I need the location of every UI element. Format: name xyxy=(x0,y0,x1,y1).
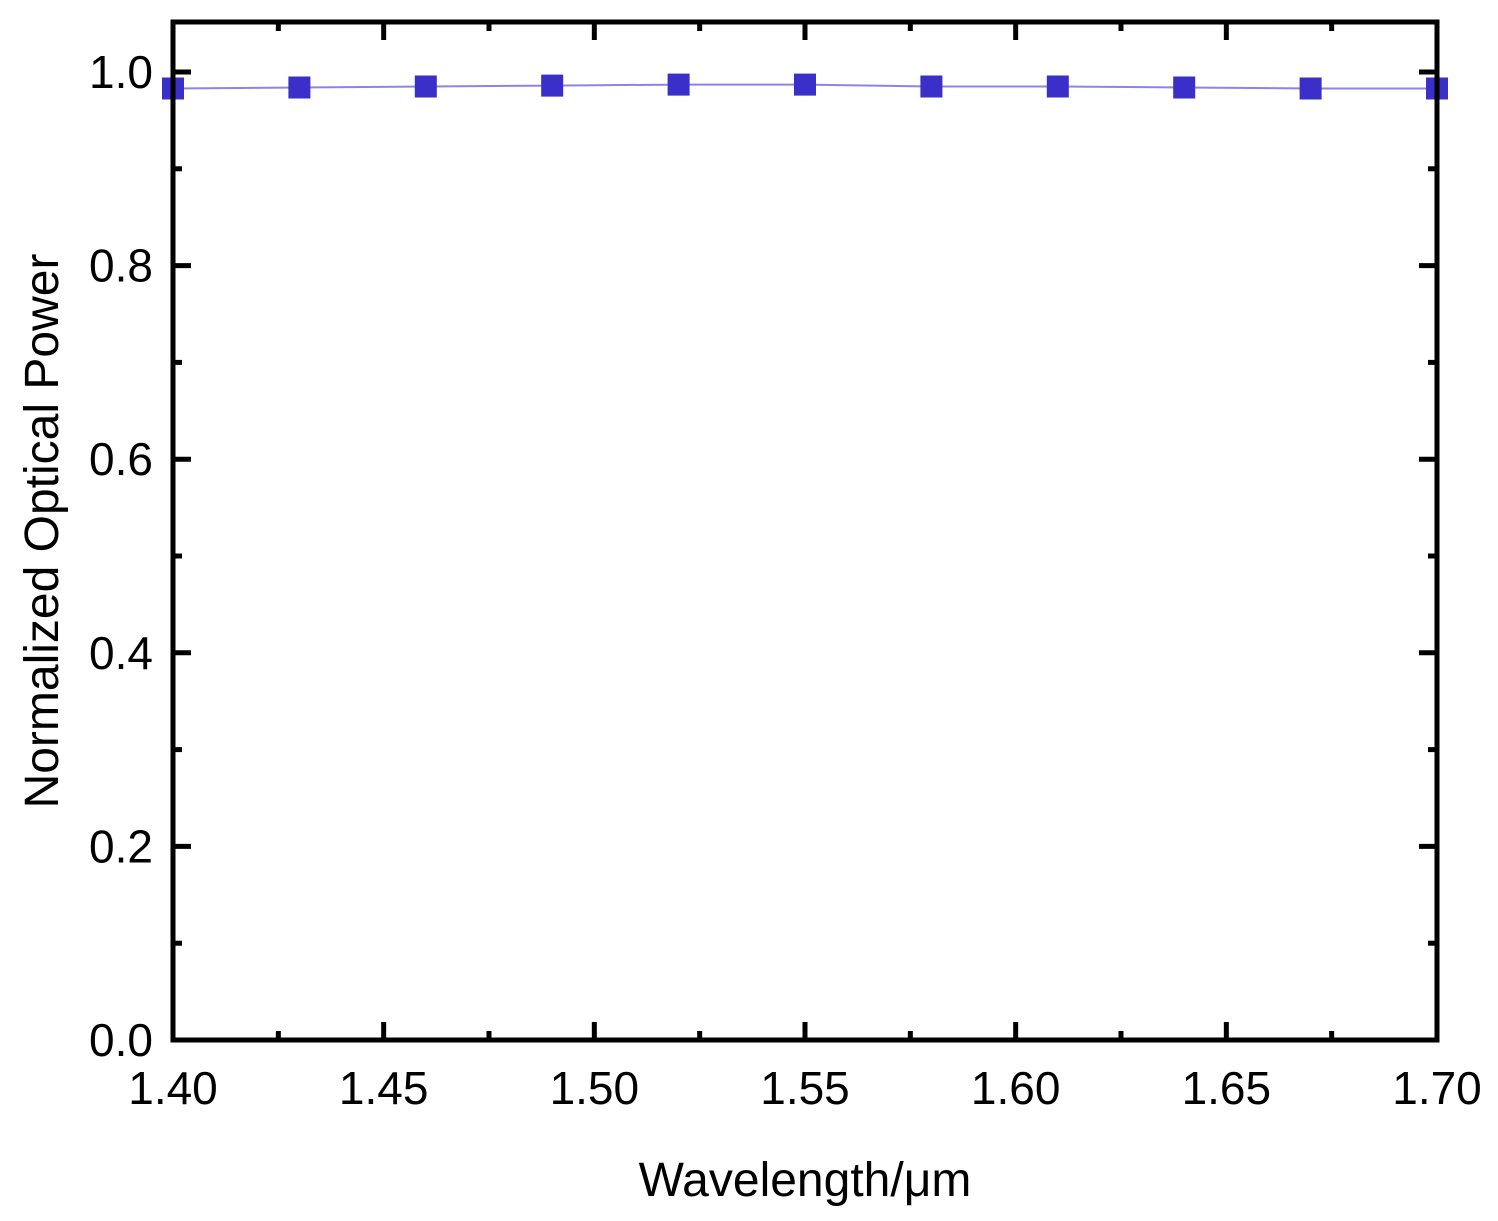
x-axis-title: Wavelength/μm xyxy=(639,1154,972,1207)
y-tick-label: 0.8 xyxy=(89,240,153,292)
data-point xyxy=(288,76,311,99)
data-point xyxy=(541,74,564,97)
x-tick-label: 1.50 xyxy=(550,1062,640,1114)
x-tick-label: 1.40 xyxy=(128,1062,218,1114)
data-point xyxy=(794,73,816,96)
y-tick-label: 0.6 xyxy=(89,433,153,485)
y-tick-label: 1.0 xyxy=(89,46,153,98)
x-tick-labels: 1.40 1.45 1.50 1.55 1.60 1.65 1.70 xyxy=(128,1062,1482,1114)
x-tick-label: 1.70 xyxy=(1392,1062,1482,1114)
plot-frame xyxy=(170,19,1440,1043)
minor-ticks xyxy=(173,22,1437,1040)
data-point xyxy=(414,75,437,98)
y-tick-label: 0.2 xyxy=(89,820,153,872)
y-tick-label: 0.4 xyxy=(89,627,153,679)
y-axis-title: Normalized Optical Power xyxy=(16,254,69,809)
y-tick-labels: 0.0 0.2 0.4 0.6 0.8 1.0 xyxy=(89,46,153,1066)
data-point xyxy=(1299,77,1322,100)
data-point xyxy=(1173,76,1196,99)
data-point xyxy=(920,75,943,98)
series-layer xyxy=(162,73,1448,100)
x-tick-label: 1.55 xyxy=(760,1062,850,1114)
x-tick-label: 1.45 xyxy=(339,1062,429,1114)
data-point xyxy=(667,73,690,96)
x-tick-label: 1.60 xyxy=(971,1062,1061,1114)
x-tick-label: 1.65 xyxy=(1182,1062,1272,1114)
y-tick-label: 0.0 xyxy=(89,1014,153,1066)
major-ticks xyxy=(170,22,1440,1043)
data-point xyxy=(1046,75,1069,98)
